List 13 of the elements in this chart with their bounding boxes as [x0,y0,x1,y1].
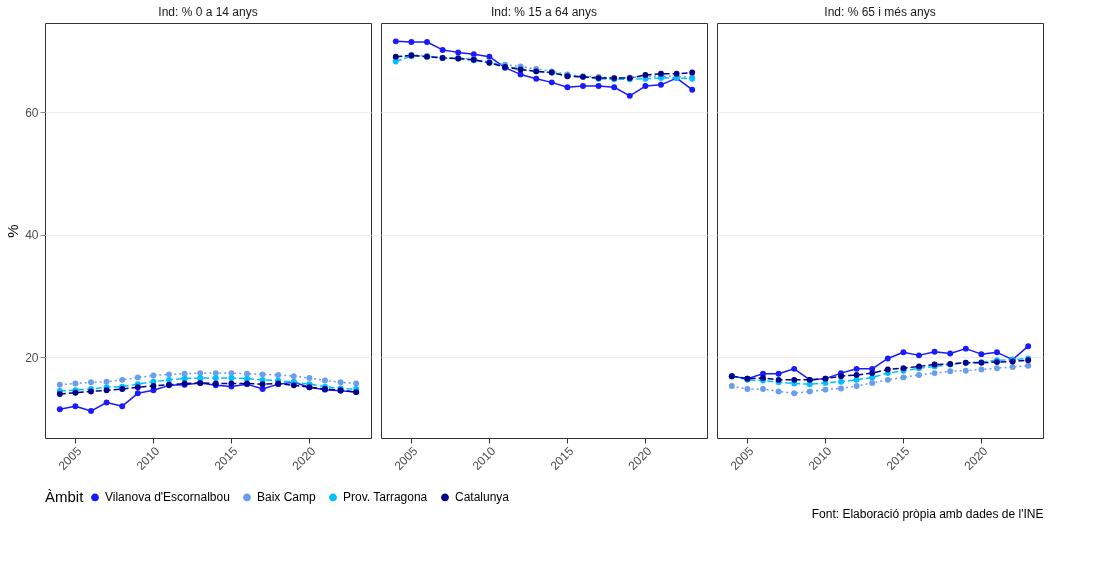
y-tick-label: 40 [25,228,39,243]
legend-label: Vilanova d'Escornalbou [105,490,230,505]
legend-label: Baix Camp [257,490,317,505]
chart-title: Ind: % 65 i més anys [824,5,936,19]
y-tick-label: 20 [25,350,39,365]
legend-label: Prov. Tarragona [343,490,428,505]
y-tick-label: 60 [25,105,39,120]
text: Font: Elaboració pròpia amb dades de l'INE [811,507,1044,521]
y-axis-title: % [4,224,22,238]
chart-title: Ind: % 15 a 64 anys [490,5,598,19]
chart-title: Ind: % 0 a 14 anys [158,5,258,19]
legend-label: Catalunya [455,490,510,505]
legend-title: Àmbit [45,488,85,505]
